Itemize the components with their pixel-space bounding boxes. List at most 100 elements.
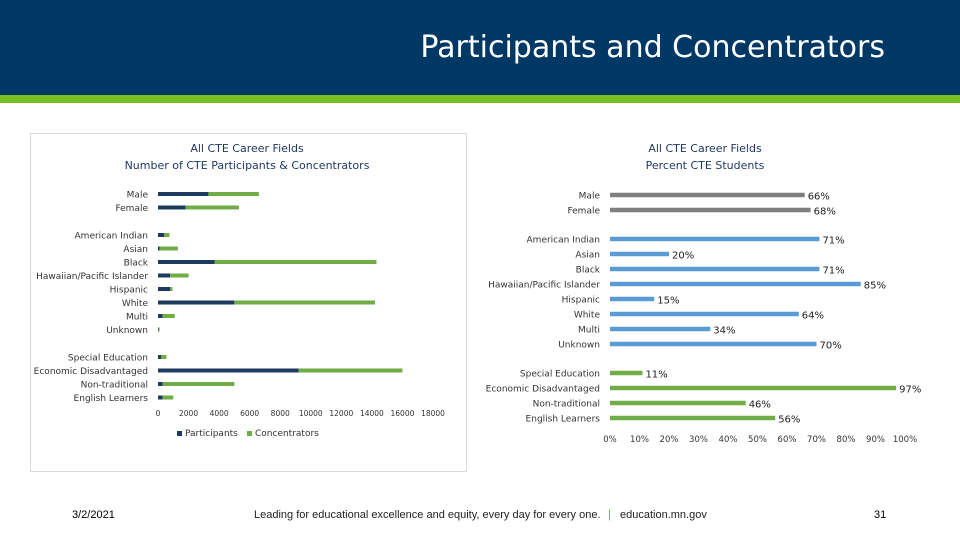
bar-concentrators-unknown [158, 327, 160, 332]
bar-percent-black [610, 266, 820, 272]
bar-percent-unknown [610, 341, 817, 347]
category-label-economic-disadvantaged: Economic Disadvantaged [486, 385, 600, 395]
chart-participants-concentrators: All CTE Career Fields Number of CTE Parti… [30, 133, 467, 472]
bar-participants-female [158, 205, 186, 210]
category-label-unknown: Unknown [558, 341, 600, 351]
x-tick-label: 40% [719, 435, 738, 445]
data-label-special-education: 11% [645, 370, 667, 381]
chart-right-subtitle: Percent CTE Students [646, 159, 765, 172]
x-tick-label: 4000 [210, 409, 229, 418]
x-tick-label: 100% [893, 435, 917, 445]
slide-title: Participants and Concentrators [420, 30, 885, 65]
chart-right-title: All CTE Career Fields [648, 142, 762, 155]
footer-tagline: Leading for educational excellence and e… [254, 509, 601, 521]
bar-percent-hawaiian-pacific-islander [610, 281, 861, 287]
bar-participants-unknown [158, 327, 159, 332]
chart-right-svg: All CTE Career Fields Percent CTE Student… [486, 142, 922, 445]
x-tick-label: 60% [778, 435, 797, 445]
category-label-male: Male [579, 192, 601, 202]
data-label-black: 71% [822, 266, 844, 277]
category-label-non-traditional: Non-traditional [81, 381, 148, 391]
category-label-black: Black [576, 266, 601, 276]
category-label-male: Male [127, 191, 149, 201]
bar-percent-special-education [610, 370, 643, 376]
category-label-female: Female [567, 207, 600, 217]
bar-percent-non-traditional [610, 400, 746, 406]
x-tick-label: 0% [603, 435, 617, 445]
data-label-economic-disadvantaged: 97% [899, 385, 921, 396]
category-label-english-learners: English Learners [526, 415, 601, 425]
x-tick-label: 10000 [299, 409, 323, 418]
bar-percent-multi [610, 326, 711, 332]
footer-separator: | [608, 507, 612, 521]
category-label-hispanic: Hispanic [562, 296, 600, 306]
category-label-asian: Asian [123, 245, 148, 255]
category-label-asian: Asian [575, 251, 600, 261]
bar-participants-economic-disadvantaged [158, 368, 299, 373]
category-label-hawaiian-pacific-islander: Hawaiian/Pacific Islander [488, 281, 600, 291]
data-label-hawaiian-pacific-islander: 85% [864, 281, 886, 292]
bar-percent-male [610, 192, 805, 198]
legend-swatch-participants [177, 431, 182, 436]
x-tick-label: 80% [837, 435, 856, 445]
category-label-female: Female [115, 204, 148, 214]
category-label-american-indian: American Indian [75, 232, 148, 242]
page-number: 31 [874, 509, 887, 521]
bar-participants-english-learners [158, 395, 163, 400]
x-tick-label: 6000 [240, 409, 259, 418]
bar-concentrators-american-indian [164, 233, 170, 237]
data-label-english-learners: 56% [778, 415, 800, 426]
bar-percent-white [610, 311, 799, 317]
x-tick-label: 14000 [360, 409, 384, 418]
category-label-special-education: Special Education [520, 370, 600, 380]
bar-concentrators-hawaiian-pacific-islander [170, 273, 189, 278]
chart-left-title: All CTE Career Fields [190, 142, 304, 155]
bar-concentrators-asian [159, 246, 178, 251]
x-tick-label: 20% [660, 435, 679, 445]
slide-header [0, 0, 960, 95]
data-label-male: 66% [808, 192, 830, 203]
category-label-black: Black [124, 259, 149, 269]
category-label-white: White [122, 299, 149, 309]
bar-percent-economic-disadvantaged [610, 385, 897, 391]
footer-date: 3/2/2021 [72, 509, 115, 521]
chart-percent-students: All CTE Career Fields Percent CTE Student… [482, 133, 929, 472]
legend-label-concentrators: Concentrators [255, 429, 319, 439]
x-tick-label: 30% [689, 435, 708, 445]
category-label-unknown: Unknown [106, 326, 148, 336]
bar-percent-hispanic [610, 296, 655, 302]
category-label-hispanic: Hispanic [110, 286, 148, 296]
category-label-multi: Multi [126, 313, 148, 323]
x-tick-label: 50% [748, 435, 767, 445]
bar-concentrators-english-learners [162, 395, 174, 400]
category-label-hawaiian-pacific-islander: Hawaiian/Pacific Islander [36, 272, 148, 282]
data-label-american-indian: 71% [822, 236, 844, 247]
category-label-multi: Multi [578, 326, 600, 336]
x-tick-label: 2000 [179, 409, 198, 418]
data-label-female: 68% [814, 207, 836, 218]
data-label-non-traditional: 46% [749, 400, 771, 411]
category-label-non-traditional: Non-traditional [533, 400, 600, 410]
x-tick-label: 0 [156, 409, 161, 418]
bar-concentrators-special-education [161, 355, 167, 359]
data-label-unknown: 70% [820, 341, 842, 352]
bar-concentrators-non-traditional [162, 382, 235, 386]
bar-participants-multi [158, 314, 163, 318]
legend-label-participants: Participants [185, 429, 238, 439]
bar-participants-non-traditional [158, 382, 163, 386]
bar-percent-english-learners [610, 415, 776, 421]
bar-participants-male [158, 192, 209, 196]
bar-concentrators-female [185, 205, 239, 210]
bar-participants-white [158, 300, 235, 305]
bar-participants-black [158, 260, 215, 264]
bar-participants-hispanic [158, 287, 171, 291]
bar-percent-female [610, 207, 811, 213]
x-tick-label: 90% [866, 435, 885, 445]
footer-website-link[interactable]: education.mn.gov [620, 509, 707, 521]
bar-percent-american-indian [610, 236, 820, 242]
bar-concentrators-multi [162, 314, 175, 318]
chart-left-svg: All CTE Career Fields Number of CTE Parti… [34, 142, 445, 439]
legend-swatch-concentrators [247, 431, 252, 436]
bar-concentrators-black [214, 260, 377, 264]
bar-concentrators-hispanic [170, 287, 173, 291]
